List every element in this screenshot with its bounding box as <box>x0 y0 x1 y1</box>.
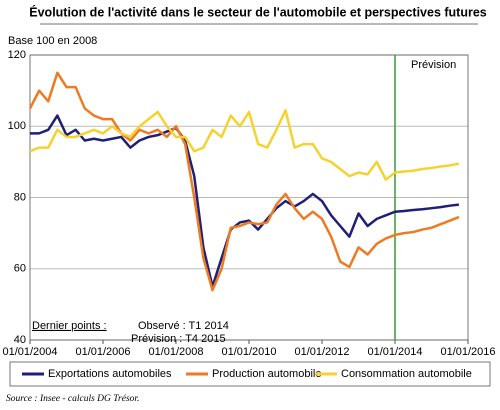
legend-label: Exportations automobiles <box>48 368 172 380</box>
legend-label: Consommation automobile <box>341 368 472 380</box>
source: Source : Insee - calculs DG Trésor. <box>6 394 139 404</box>
x-tick-label: 01/01/2014 <box>367 346 422 358</box>
chart-title: Évolution de l'activité dans le secteur … <box>29 4 487 19</box>
y-tick-label: 80 <box>14 191 26 203</box>
series-line <box>29 108 460 181</box>
annotation: Dernier points : <box>32 320 107 332</box>
legend-label: Production automobile <box>212 368 321 380</box>
x-tick-label: 01/01/2008 <box>148 346 203 358</box>
legend-box <box>9 361 491 387</box>
y-tick-label: 40 <box>14 334 26 346</box>
x-tick-label: 01/01/2006 <box>75 346 130 358</box>
y-tick-label: 60 <box>14 263 26 275</box>
forecast-label: Prévision <box>411 59 456 71</box>
x-tick-label: 01/01/2012 <box>294 346 349 358</box>
x-tick-label: 01/01/2004 <box>2 346 57 358</box>
series-line <box>28 71 460 292</box>
x-tick-label: 01/01/2010 <box>221 346 276 358</box>
y-tick-label: 100 <box>8 120 26 132</box>
annotation: Prévision : T4 2015 <box>131 333 226 345</box>
subtitle: Base 100 en 2008 <box>8 35 97 47</box>
x-tick-label: 01/01/2016 <box>440 346 495 358</box>
plot-frame <box>29 54 469 341</box>
y-tick-label: 120 <box>8 49 26 61</box>
annotation: Observé : T1 2014 <box>138 320 229 332</box>
series-line <box>30 114 460 288</box>
